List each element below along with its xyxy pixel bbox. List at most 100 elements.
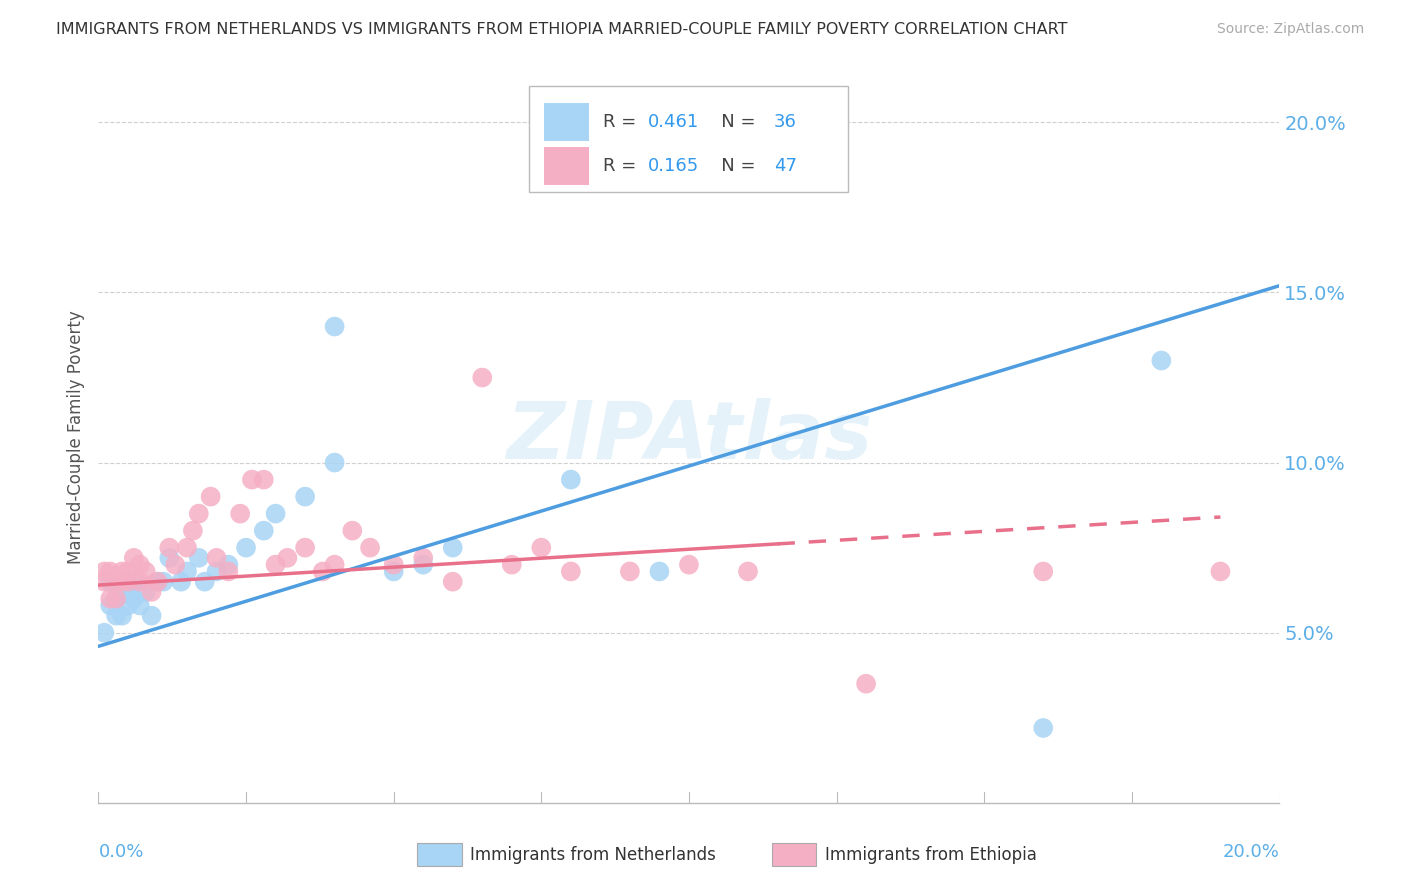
Point <box>264 558 287 572</box>
Text: Immigrants from Netherlands: Immigrants from Netherlands <box>471 846 716 863</box>
Point <box>412 558 434 572</box>
Point <box>105 591 128 606</box>
Point <box>146 574 169 589</box>
Point <box>501 558 523 572</box>
Point <box>294 490 316 504</box>
Point <box>98 574 121 589</box>
Point <box>111 582 134 596</box>
Point <box>176 565 198 579</box>
Point <box>128 574 150 589</box>
Point <box>855 677 877 691</box>
Point <box>294 541 316 555</box>
Point <box>678 558 700 572</box>
Point <box>200 490 222 504</box>
Point <box>98 591 121 606</box>
Point <box>530 541 553 555</box>
Text: R =: R = <box>603 112 641 131</box>
FancyBboxPatch shape <box>530 86 848 192</box>
Point <box>253 473 276 487</box>
Point <box>194 574 217 589</box>
Point <box>323 319 346 334</box>
Point <box>187 550 209 565</box>
FancyBboxPatch shape <box>772 843 817 866</box>
Point <box>122 574 145 589</box>
Point <box>323 456 346 470</box>
Point <box>152 574 174 589</box>
Point <box>187 507 209 521</box>
Point <box>471 370 494 384</box>
Point <box>240 473 263 487</box>
Point <box>312 565 335 579</box>
Point <box>253 524 276 538</box>
Point <box>181 524 204 538</box>
FancyBboxPatch shape <box>544 146 589 185</box>
Point <box>276 550 298 565</box>
Point <box>157 541 180 555</box>
Point <box>205 550 228 565</box>
Point <box>412 550 434 565</box>
Point <box>98 565 121 579</box>
Point <box>117 574 139 589</box>
Point <box>323 558 346 572</box>
Point <box>117 565 139 579</box>
Text: R =: R = <box>603 157 641 175</box>
Point <box>93 625 115 640</box>
Point <box>105 591 128 606</box>
Point <box>93 574 115 589</box>
Point <box>737 565 759 579</box>
Point <box>146 574 169 589</box>
Point <box>217 565 239 579</box>
Point <box>235 541 257 555</box>
Y-axis label: Married-Couple Family Poverty: Married-Couple Family Poverty <box>66 310 84 564</box>
Point <box>98 599 121 613</box>
Point <box>441 574 464 589</box>
Point <box>117 585 139 599</box>
Point <box>441 541 464 555</box>
FancyBboxPatch shape <box>418 843 463 866</box>
Point <box>128 558 150 572</box>
Text: 0.0%: 0.0% <box>98 843 143 861</box>
Text: Immigrants from Ethiopia: Immigrants from Ethiopia <box>825 846 1036 863</box>
Point <box>359 541 381 555</box>
Point <box>135 565 157 579</box>
Point <box>1150 353 1173 368</box>
Point <box>229 507 252 521</box>
Text: Source: ZipAtlas.com: Source: ZipAtlas.com <box>1216 22 1364 37</box>
Point <box>1209 565 1232 579</box>
Text: 20.0%: 20.0% <box>1223 843 1279 861</box>
Text: IMMIGRANTS FROM NETHERLANDS VS IMMIGRANTS FROM ETHIOPIA MARRIED-COUPLE FAMILY PO: IMMIGRANTS FROM NETHERLANDS VS IMMIGRANT… <box>56 22 1067 37</box>
Point <box>560 565 582 579</box>
Point <box>648 565 671 579</box>
Point <box>205 565 228 579</box>
Point <box>141 585 163 599</box>
Point <box>382 565 405 579</box>
Point <box>111 565 134 579</box>
Text: 47: 47 <box>773 157 797 175</box>
Point <box>128 599 150 613</box>
Text: N =: N = <box>704 157 762 175</box>
Point <box>382 558 405 572</box>
Point <box>342 524 364 538</box>
Point <box>117 599 139 613</box>
Point <box>1032 721 1054 735</box>
Text: 0.165: 0.165 <box>648 157 699 175</box>
Text: N =: N = <box>704 112 762 131</box>
Point <box>217 558 239 572</box>
Point <box>176 541 198 555</box>
Point <box>157 550 180 565</box>
FancyBboxPatch shape <box>544 103 589 141</box>
Point <box>122 591 145 606</box>
Point <box>560 473 582 487</box>
Point <box>135 585 157 599</box>
Point <box>141 608 163 623</box>
Text: 0.461: 0.461 <box>648 112 699 131</box>
Point <box>619 565 641 579</box>
Point <box>1032 565 1054 579</box>
Point <box>105 608 128 623</box>
Point <box>170 574 193 589</box>
Point <box>111 608 134 623</box>
Point <box>165 558 187 572</box>
Point <box>105 574 128 589</box>
Text: 36: 36 <box>773 112 797 131</box>
Point <box>93 565 115 579</box>
